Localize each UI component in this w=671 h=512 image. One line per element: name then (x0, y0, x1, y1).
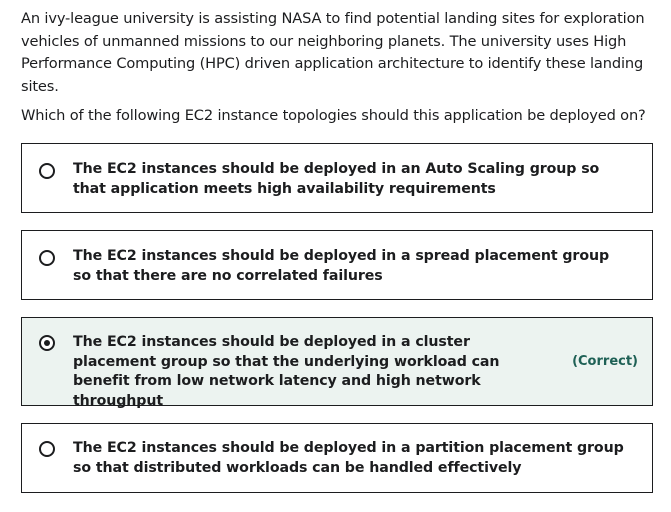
answer-option-label: The EC2 instances should be deployed in … (73, 161, 600, 197)
answer-option-label: The EC2 instances should be deployed in … (73, 248, 610, 284)
answer-option-2[interactable]: The EC2 instances should be deployed in … (21, 230, 653, 300)
radio-dot-icon (44, 340, 50, 346)
answer-option-3[interactable]: The EC2 instances should be deployed in … (21, 317, 653, 409)
question-prompt: Which of the following EC2 instance topo… (21, 107, 646, 124)
radio-unselected-icon[interactable] (39, 250, 55, 266)
answer-option-4[interactable]: The EC2 instances should be deployed in … (21, 423, 653, 493)
question-text: An ivy-league university is assisting NA… (21, 8, 651, 128)
radio-unselected-icon[interactable] (39, 441, 55, 457)
radio-selected-icon[interactable] (39, 335, 55, 351)
answer-option-1[interactable]: The EC2 instances should be deployed in … (21, 143, 653, 213)
answer-option-label: The EC2 instances should be deployed in … (73, 440, 624, 476)
correct-badge: (Correct) (572, 354, 638, 369)
radio-unselected-icon[interactable] (39, 163, 55, 179)
question-stem: An ivy-league university is assisting NA… (21, 10, 645, 95)
answer-option-label: The EC2 instances should be deployed in … (73, 334, 500, 409)
